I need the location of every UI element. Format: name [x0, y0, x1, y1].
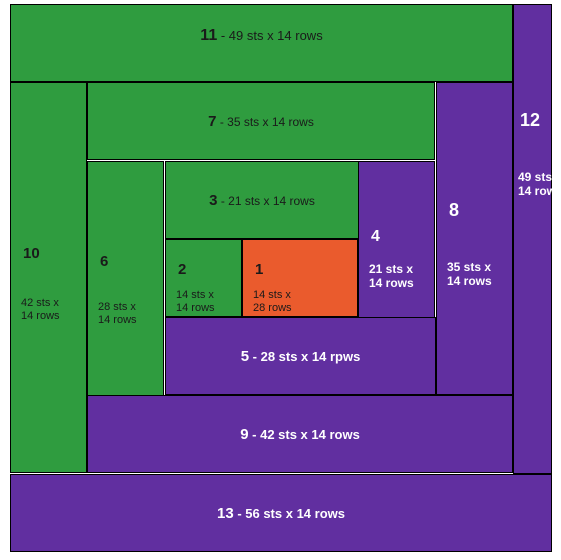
- strip-3: 3 - 21 sts x 14 rows: [165, 161, 359, 239]
- strip-6-number: 6: [100, 253, 108, 270]
- strip-3-detail: - 21 sts x 14 rows: [217, 194, 314, 208]
- strip-9: 9 - 42 sts x 14 rows: [87, 395, 513, 473]
- strip-2-number: 2: [178, 261, 186, 278]
- strip-5-number: 5: [241, 348, 249, 365]
- strip-10-number: 10: [23, 245, 40, 262]
- strip-6: 6 28 sts x 14 rows: [87, 161, 164, 396]
- strip-11: 11 - 49 sts x 14 rows: [10, 4, 513, 82]
- strip-4: 4 21 sts x 14 rows: [358, 161, 435, 318]
- strip-12: 1249 sts x 14 rows: [513, 4, 552, 474]
- strip-11-label: 11 - 49 sts x 14 rows: [11, 27, 512, 45]
- strip-8-detail: 35 sts x 14 rows: [447, 260, 492, 289]
- strip-7-detail: - 35 sts x 14 rows: [216, 115, 313, 129]
- strip-8-number: 8: [449, 200, 459, 221]
- center-1: 1 14 sts x 28 rows: [242, 239, 358, 317]
- strip-8: 8 35 sts x 14 rows: [436, 82, 513, 395]
- strip-10-detail: 42 sts x 14 rows: [21, 297, 60, 323]
- center-1-detail: 14 sts x 28 rows: [253, 289, 292, 315]
- strip-9-number: 9: [240, 426, 248, 443]
- strip-13-label: 13 - 56 sts x 14 rows: [11, 505, 551, 523]
- strip-13: 13 - 56 sts x 14 rows: [10, 474, 552, 552]
- strip-11-number: 11: [200, 27, 217, 44]
- strip-7-label: 7 - 35 sts x 14 rows: [88, 113, 434, 131]
- strip-5-detail: - 28 sts x 14 rpws: [249, 349, 360, 364]
- strip-11-detail: - 49 sts x 14 rows: [217, 28, 322, 43]
- strip-13-detail: - 56 sts x 14 rows: [234, 506, 345, 521]
- strip-12-detail: 49 sts x 14 rows: [518, 170, 561, 199]
- strip-4-detail: 21 sts x 14 rows: [369, 262, 414, 291]
- strip-9-detail: - 42 sts x 14 rows: [249, 427, 360, 442]
- log-cabin-diagram: 11 - 49 sts x 14 rows 7 - 35 sts x 14 row…: [0, 0, 561, 560]
- strip-13-number: 13: [217, 505, 234, 522]
- strip-5: 5 - 28 sts x 14 rpws: [165, 317, 436, 395]
- strip-4-number: 4: [371, 228, 380, 246]
- center-1-number: 1: [255, 261, 263, 278]
- strip-2-detail: 14 sts x 14 rows: [176, 289, 215, 315]
- strip-5-label: 5 - 28 sts x 14 rpws: [166, 348, 435, 366]
- strip-10: 10 42 sts x 14 rows: [10, 82, 87, 473]
- strip-12-number: 12: [520, 110, 540, 131]
- strip-2: 2 14 sts x 14 rows: [165, 239, 242, 317]
- strip-9-label: 9 - 42 sts x 14 rows: [88, 426, 512, 444]
- strip-3-label: 3 - 21 sts x 14 rows: [166, 192, 358, 210]
- strip-7: 7 - 35 sts x 14 rows: [87, 82, 435, 160]
- strip-6-detail: 28 sts x 14 rows: [98, 301, 137, 327]
